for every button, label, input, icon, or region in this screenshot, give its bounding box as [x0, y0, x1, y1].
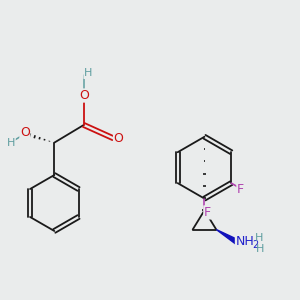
Text: O: O	[20, 126, 30, 139]
Text: O: O	[79, 89, 89, 102]
Text: H: H	[255, 233, 264, 243]
Polygon shape	[216, 230, 240, 245]
Text: NH: NH	[236, 236, 254, 248]
Text: F: F	[237, 183, 244, 196]
Text: H: H	[84, 68, 92, 78]
Text: 2: 2	[252, 240, 258, 250]
Text: F: F	[204, 206, 211, 219]
Text: O: O	[114, 132, 123, 145]
Text: H: H	[7, 138, 15, 148]
Text: H: H	[256, 244, 265, 254]
